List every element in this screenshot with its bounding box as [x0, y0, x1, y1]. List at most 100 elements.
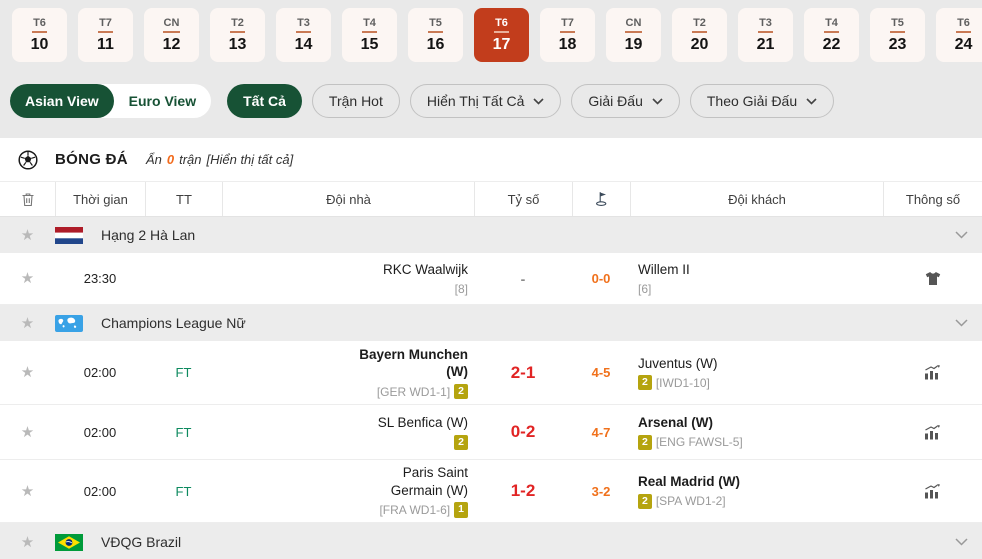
tab-date-number: 16: [426, 36, 445, 54]
away-team-name: Arsenal (W): [638, 415, 714, 431]
date-tab[interactable]: T5 23: [870, 8, 925, 62]
favorite-star-icon[interactable]: ★: [20, 226, 35, 244]
date-tab[interactable]: T2 20: [672, 8, 727, 62]
date-tab[interactable]: T6 24: [936, 8, 982, 62]
tab-date-number: 23: [888, 36, 907, 54]
tab-day-label: T7: [560, 16, 575, 34]
favorite-star-icon[interactable]: ★: [20, 482, 35, 500]
tab-day-label: T2: [692, 16, 707, 34]
away-team-rank: [IWD1-10]: [655, 375, 710, 390]
favorite-star-icon[interactable]: ★: [20, 314, 35, 332]
date-tab[interactable]: T7 18: [540, 8, 595, 62]
filter-by-league-dropdown[interactable]: Theo Giải Đấu: [689, 84, 835, 118]
date-tab[interactable]: T2 13: [210, 8, 265, 62]
home-card-badge: 1: [454, 502, 468, 518]
home-card-badge: 2: [454, 383, 468, 400]
away-team-rank: [6]: [638, 281, 652, 296]
date-tab-selected[interactable]: T6 17: [474, 8, 529, 62]
home-team-cell: Paris Saint Germain (W) [FRA WD1-6] 1: [222, 464, 474, 518]
date-tab[interactable]: T3 21: [738, 8, 793, 62]
chevron-down-icon[interactable]: [955, 319, 968, 327]
hidden-count: 0: [166, 152, 175, 167]
clear-all-column-header: [0, 182, 55, 216]
tab-day-label: CN: [162, 16, 181, 34]
away-team-name: Juventus (W): [638, 355, 718, 371]
date-tab[interactable]: T4 22: [804, 8, 859, 62]
tab-date-number: 19: [624, 36, 643, 54]
stats-icon[interactable]: [924, 483, 941, 499]
tab-date-number: 24: [954, 36, 973, 54]
league-header-hang-2-ha-lan[interactable]: ★ Hạng 2 Hà Lan: [0, 217, 982, 253]
show-all-link[interactable]: [Hiển thị tất cả]: [206, 152, 294, 167]
favorite-star-icon[interactable]: ★: [20, 533, 35, 551]
match-row: ★ 23:30 RKC Waalwijk [8] - 0-0 Willem II…: [0, 253, 982, 305]
favorite-star-icon[interactable]: ★: [20, 270, 35, 287]
home-team-rank: [8]: [454, 281, 468, 296]
tab-date-number: 12: [162, 36, 181, 54]
tab-day-label: T4: [824, 16, 839, 34]
tab-day-label: T3: [296, 16, 311, 34]
home-team-name: Paris Saint Germain (W): [390, 465, 468, 498]
match-score: -: [520, 270, 526, 287]
league-header-vdqg-brazil[interactable]: ★ VĐQG Brazil: [0, 523, 982, 559]
asian-view-toggle[interactable]: Asian View: [10, 84, 114, 118]
hide-prefix: Ẩn: [145, 152, 162, 167]
date-tab[interactable]: T5 16: [408, 8, 463, 62]
favorite-star-icon[interactable]: ★: [20, 423, 35, 441]
filter-show-all-dropdown[interactable]: Hiển Thị Tất Cả: [409, 84, 562, 118]
hide-mid: trận: [179, 152, 202, 167]
filter-league-dropdown[interactable]: Giải Đấu: [571, 84, 680, 118]
netherlands-flag: [55, 226, 83, 244]
chevron-down-icon: [652, 97, 663, 105]
chevron-down-icon[interactable]: [955, 231, 968, 239]
match-time: 23:30: [83, 271, 117, 286]
match-status: FT: [175, 424, 192, 440]
filter-bar: Asian View Euro View Tất Cả Trận Hot Hiể…: [10, 84, 982, 118]
stats-icon[interactable]: [924, 424, 941, 440]
world-map-icon: [55, 314, 83, 332]
away-team-name: Real Madrid (W): [638, 474, 741, 490]
brazil-flag: [55, 533, 83, 551]
tab-day-label: T6: [956, 16, 971, 34]
jersey-icon[interactable]: [925, 271, 941, 286]
away-team-rank: [SPA WD1-2]: [655, 494, 726, 509]
soccer-ball-icon: [0, 149, 55, 170]
date-tab[interactable]: CN 12: [144, 8, 199, 62]
date-tab[interactable]: T6 10: [12, 8, 67, 62]
chevron-down-icon: [533, 97, 544, 105]
home-team-cell: Bayern Munchen (W) [GER WD1-1] 2: [222, 346, 474, 400]
match-row: ★ 02:00 FT SL Benfica (W) 2 0-2 4-7 Arse…: [0, 405, 982, 460]
date-tab-bar: T6 10 T7 11 CN 12 T2 13 T3 14 T4 15 T5 16 T6 17 …: [0, 0, 982, 62]
tab-date-number: 18: [558, 36, 577, 54]
tab-day-label: T2: [230, 16, 245, 34]
tab-date-number: 22: [822, 36, 841, 54]
filter-hot-button[interactable]: Trận Hot: [311, 84, 400, 118]
corner-score: 4-7: [591, 424, 611, 440]
match-time: 02:00: [83, 483, 117, 499]
tab-date-number: 11: [97, 36, 114, 54]
euro-view-toggle[interactable]: Euro View: [128, 93, 197, 109]
corner-score: 4-5: [591, 365, 611, 380]
sport-header: BÓNG ĐÁ Ẩn 0 trận [Hiển thị tất cả]: [0, 138, 982, 182]
corner-score: 3-2: [591, 483, 611, 499]
date-tab[interactable]: T4 15: [342, 8, 397, 62]
sport-title: BÓNG ĐÁ: [55, 151, 128, 168]
date-tab[interactable]: T7 11: [78, 8, 133, 62]
stats-icon[interactable]: [924, 365, 941, 380]
match-score: 0-2: [510, 422, 536, 441]
match-time: 02:00: [83, 365, 117, 380]
tab-day-label: T5: [428, 16, 443, 34]
tab-date-number: 20: [690, 36, 709, 54]
date-tab[interactable]: T3 14: [276, 8, 331, 62]
favorite-star-icon[interactable]: ★: [20, 364, 35, 381]
tab-day-label: T7: [98, 16, 113, 34]
filter-league-label: Giải Đấu: [588, 93, 643, 109]
filter-all-button[interactable]: Tất Cả: [227, 84, 302, 118]
match-time: 02:00: [83, 424, 117, 440]
chevron-down-icon[interactable]: [955, 538, 968, 546]
league-header-champions-league-nu[interactable]: ★ Champions League Nữ: [0, 305, 982, 341]
date-tab[interactable]: CN 19: [606, 8, 661, 62]
trash-icon[interactable]: [21, 192, 35, 207]
column-header-stats: Thông số: [883, 182, 982, 216]
home-team-cell: RKC Waalwijk [8]: [222, 261, 474, 296]
